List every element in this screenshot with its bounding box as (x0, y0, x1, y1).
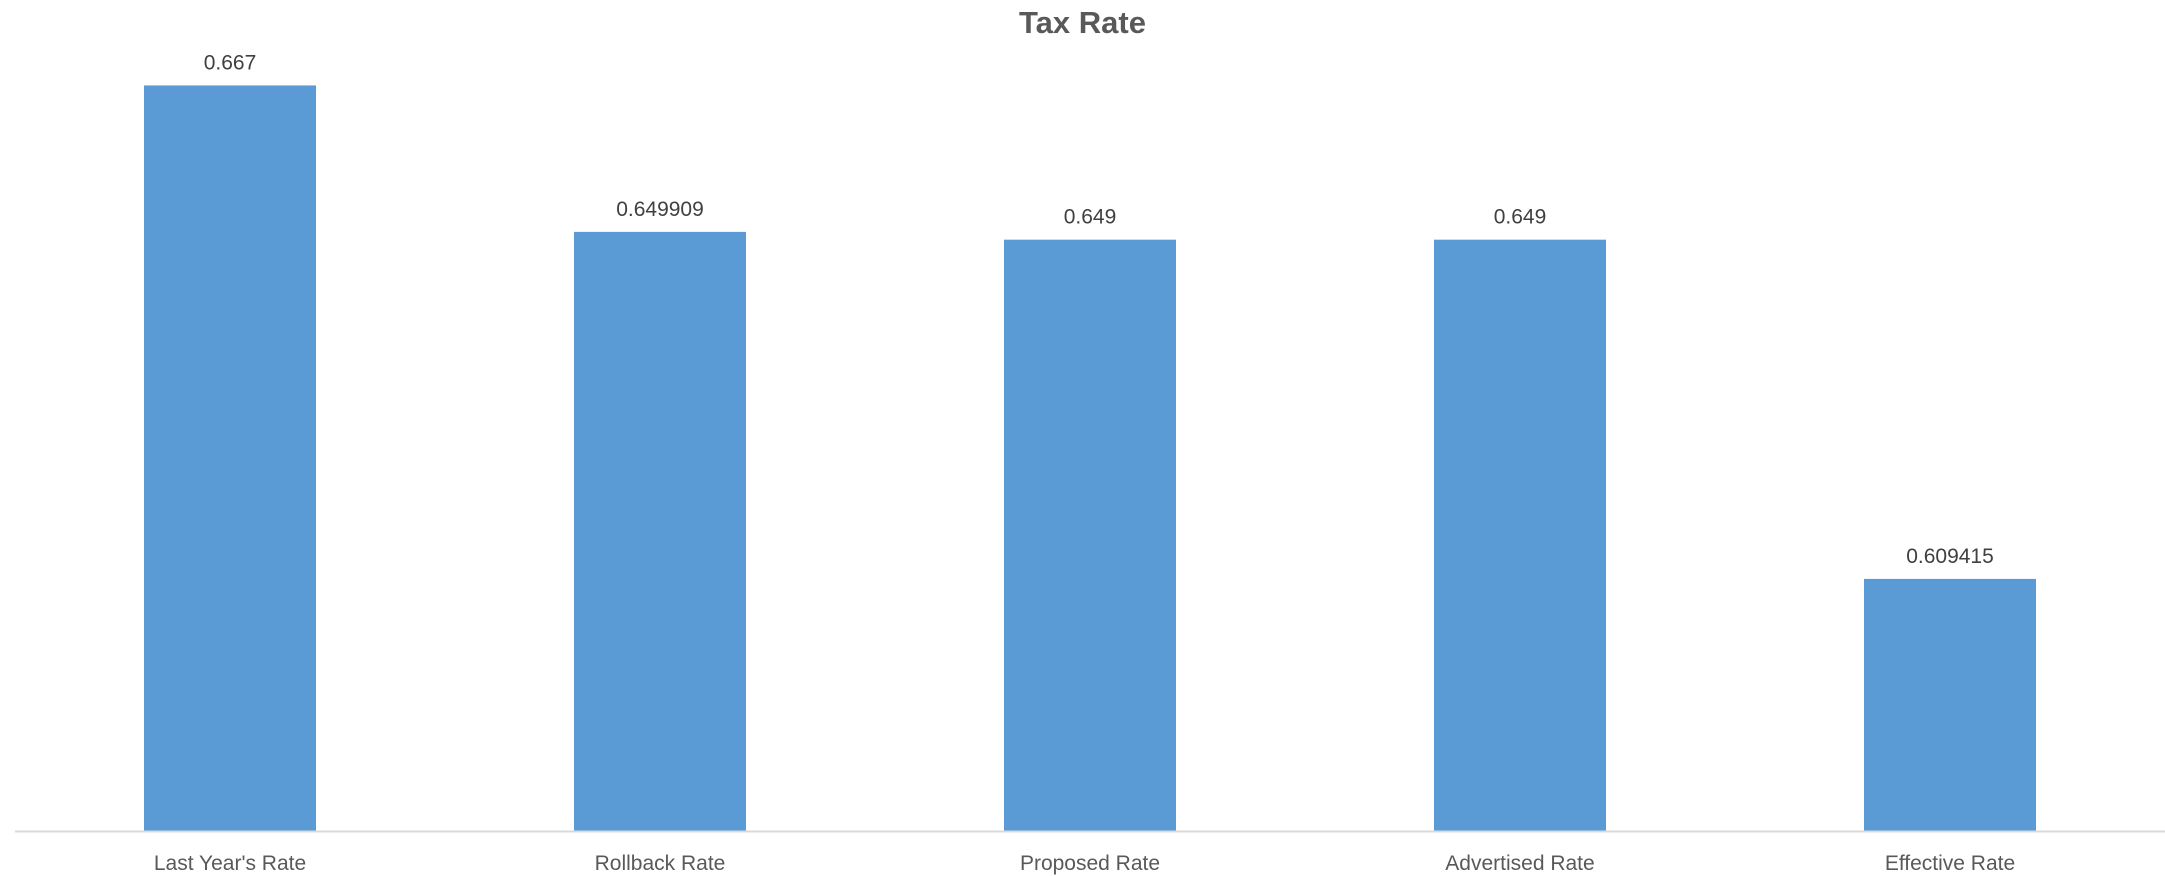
x-tick-label-1: Rollback Rate (595, 852, 726, 875)
x-tick-label-2: Proposed Rate (1020, 852, 1160, 875)
bar-0 (144, 85, 316, 831)
data-label-1: 0.649909 (616, 198, 704, 221)
bar-4 (1864, 578, 2036, 831)
data-label-3: 0.649 (1494, 206, 1547, 229)
data-label-4: 0.609415 (1906, 545, 1994, 568)
chart-title: Tax Rate (1019, 5, 1146, 40)
data-label-2: 0.649 (1064, 206, 1117, 229)
data-label-0: 0.667 (204, 51, 257, 74)
bar-1 (574, 231, 746, 831)
bar-3 (1434, 239, 1606, 831)
x-tick-label-4: Effective Rate (1885, 852, 2015, 875)
x-tick-label-3: Advertised Rate (1445, 852, 1594, 875)
bar-2 (1004, 239, 1176, 831)
x-tick-label-0: Last Year's Rate (154, 852, 306, 875)
